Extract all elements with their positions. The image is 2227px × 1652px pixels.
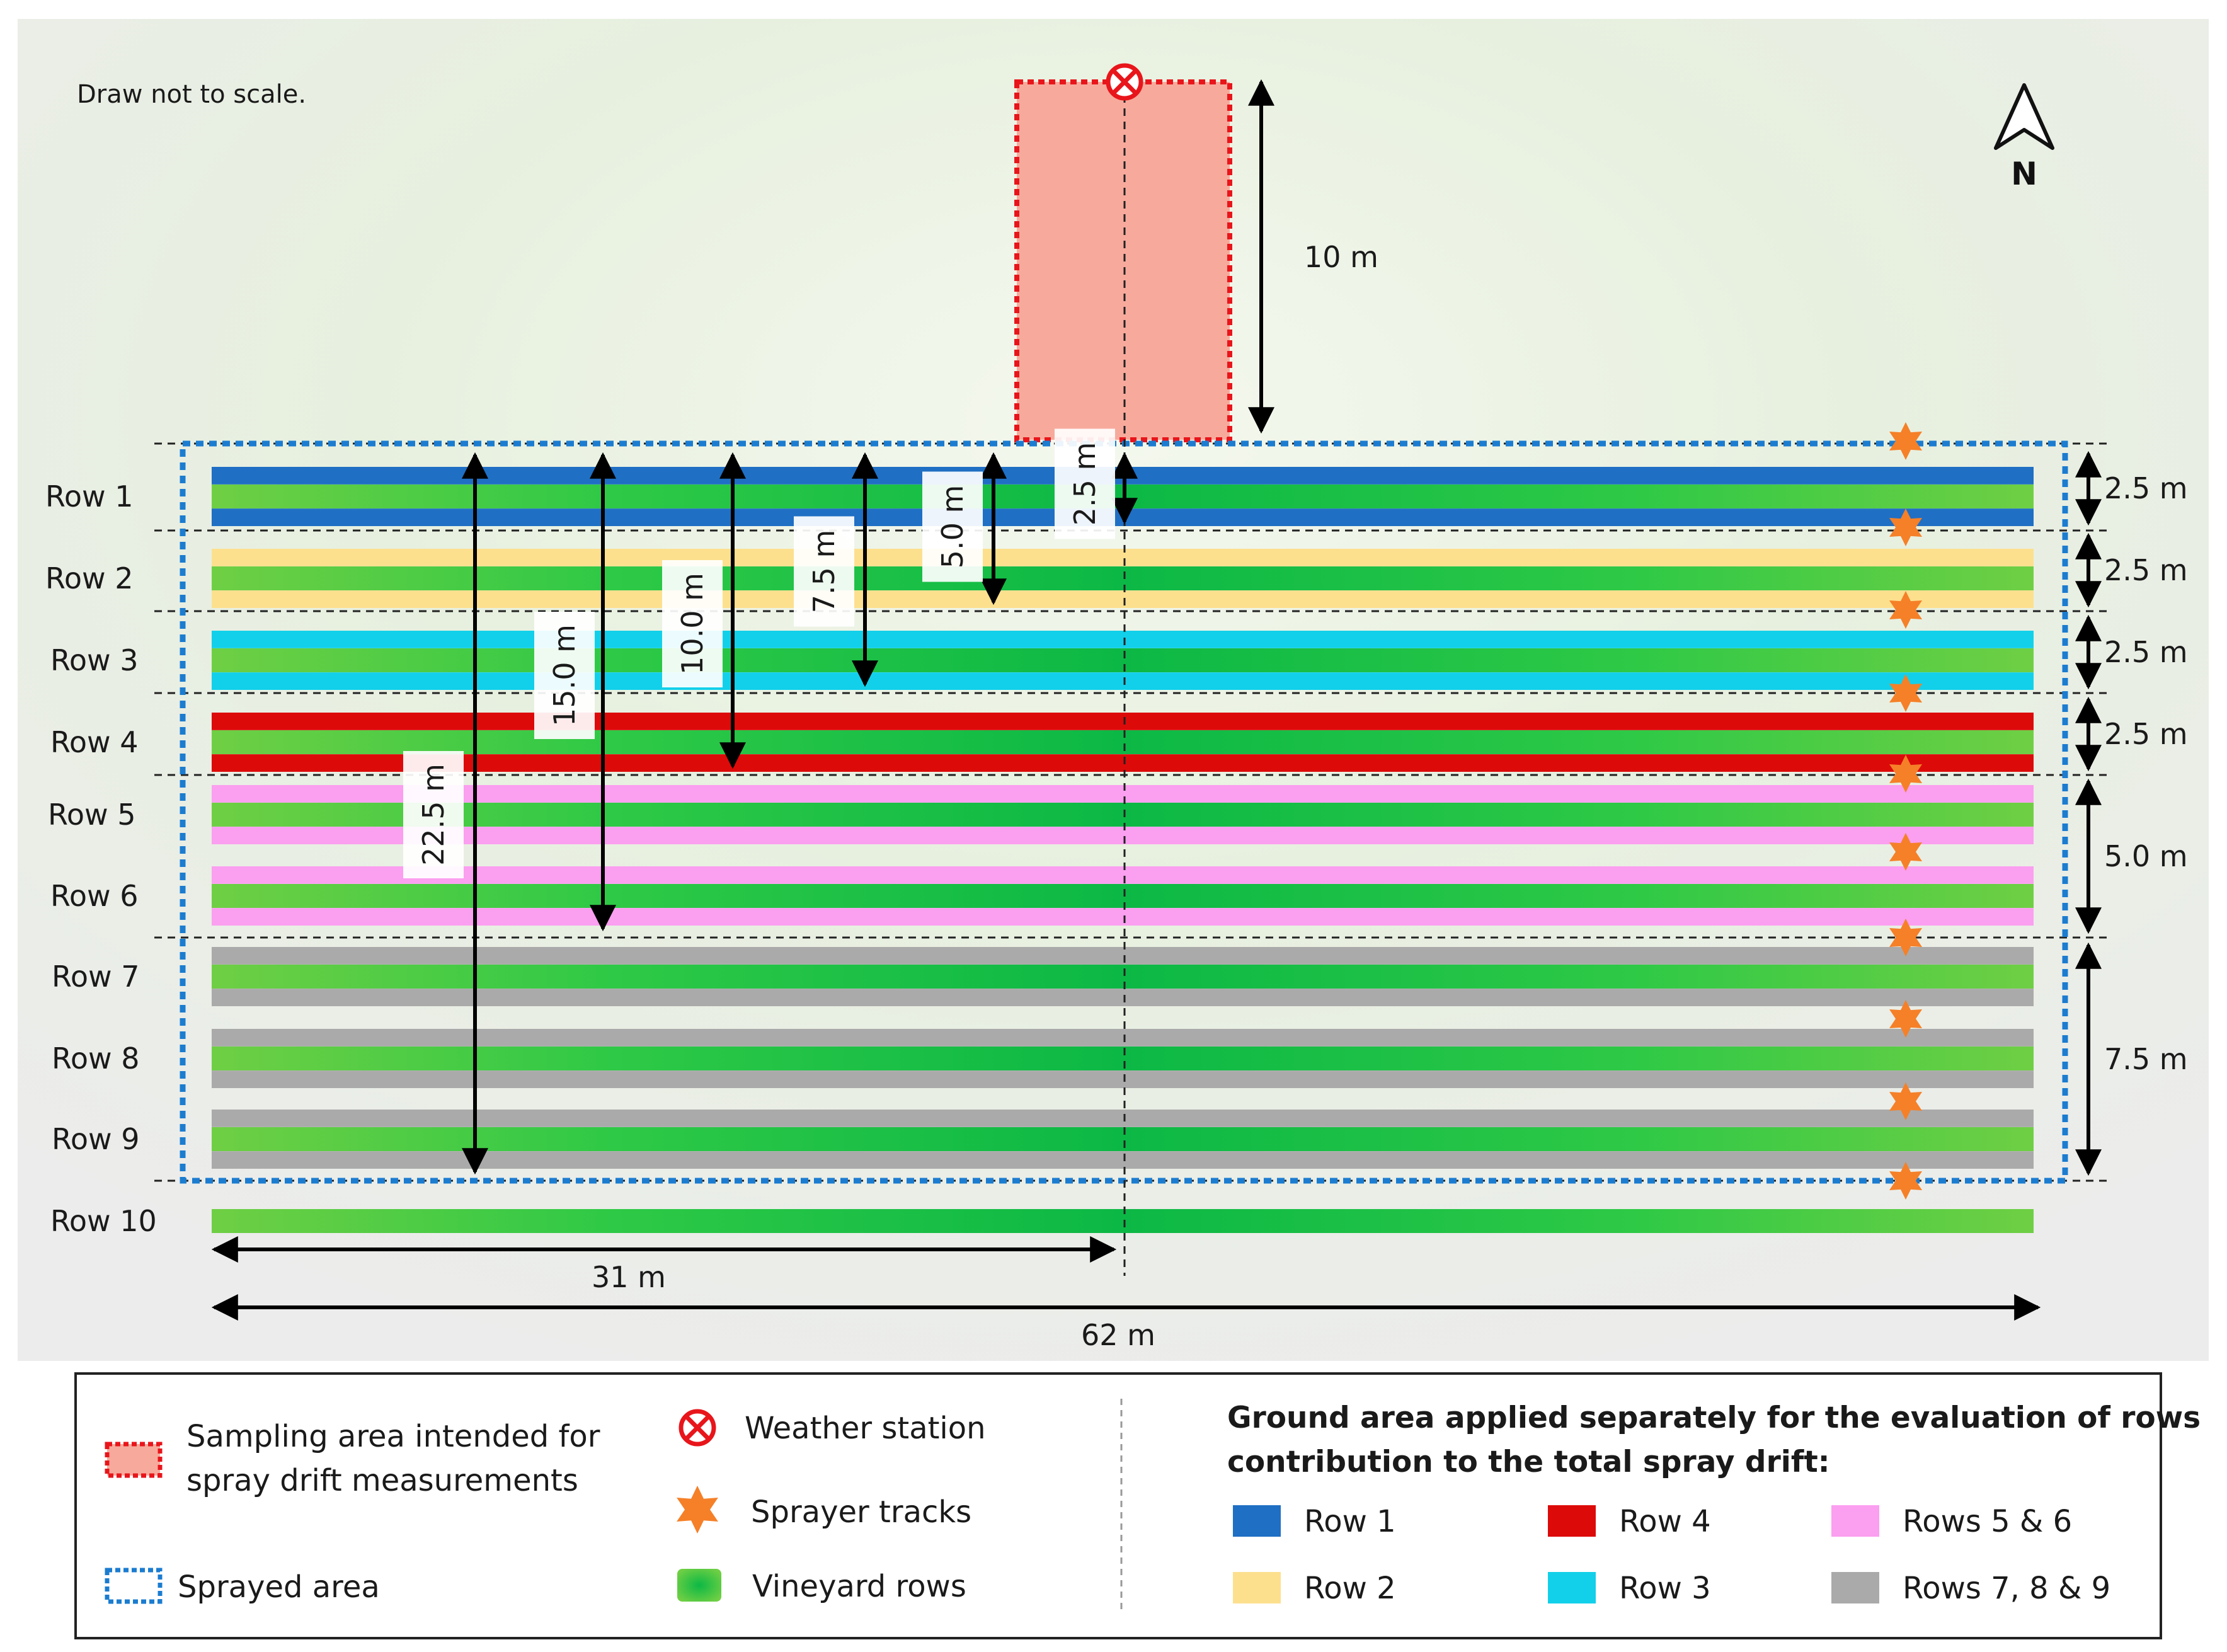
distance-label-box-6 <box>403 751 464 878</box>
legend-tracks-label: Sprayer tracks <box>751 1494 971 1530</box>
legend-sprayed-label: Sprayed area <box>178 1569 380 1605</box>
sampling-length-label: 10 m <box>1304 240 1378 274</box>
right-dimension-label-5: 5.0 m <box>2104 839 2188 873</box>
distance-label-6: 22.5 m <box>403 751 464 878</box>
legend-swatch-5 <box>1548 1572 1596 1603</box>
distance-label-1: 2.5 m <box>1055 428 1115 539</box>
distance-label-text-3: 7.5 m <box>807 530 841 614</box>
legend-weather-label: Weather station <box>745 1411 986 1446</box>
distance-label-text-6: 22.5 m <box>416 764 450 866</box>
legend-swatch-label-1: Row 1 <box>1304 1504 1396 1539</box>
north-label: N <box>2011 156 2037 192</box>
vine-row-2 <box>212 566 2034 590</box>
distance-label-box-2 <box>922 471 983 582</box>
legend-swatch-label-4: Row 2 <box>1304 1571 1396 1606</box>
half-width-label: 31 m <box>592 1260 666 1294</box>
sprayer-track-icon-6 <box>1889 833 1922 871</box>
vine-row-5 <box>212 803 2034 827</box>
row-label-8: Row 8 <box>52 1041 140 1076</box>
right-dimension-label-3: 2.5 m <box>2104 635 2188 669</box>
legend: Sampling area intended for spray drift m… <box>74 1372 2201 1639</box>
right-dimension-label-4: 2.5 m <box>2104 717 2188 751</box>
sprayer-tracks <box>1889 422 1922 1200</box>
legend-swatch-3 <box>1831 1505 1879 1537</box>
sprayer-track-icon-4 <box>1889 674 1922 712</box>
distance-label-text-4: 10.0 m <box>675 573 709 675</box>
legend-swatch-6 <box>1831 1572 1879 1603</box>
distance-label-2: 5.0 m <box>922 471 983 582</box>
row-label-6: Row 6 <box>50 879 139 913</box>
legend-swatch-label-6: Rows 7, 8 & 9 <box>1903 1571 2110 1606</box>
row-label-1: Row 1 <box>45 479 134 513</box>
sampling-area <box>1014 79 1232 442</box>
row-label-5: Row 5 <box>48 798 136 832</box>
legend-sprayer-track-star <box>677 1486 718 1534</box>
legend-sampling-line1: Sampling area intended for <box>186 1419 600 1454</box>
distance-label-3: 7.5 m <box>794 516 854 627</box>
legend-ground-title-line2: contribution to the total spray drift: <box>1227 1445 1830 1479</box>
total-width-label: 62 m <box>1081 1318 1155 1352</box>
distance-label-box-5 <box>534 612 595 739</box>
legend-frame <box>74 1372 2162 1639</box>
legend-swatch-1 <box>1233 1505 1281 1537</box>
distance-label-5: 15.0 m <box>534 612 595 739</box>
sprayer-track-icon-5 <box>1889 755 1922 793</box>
row-label-3: Row 3 <box>50 643 139 677</box>
legend-sampling-swatch <box>105 1442 163 1478</box>
row-label-4: Row 4 <box>50 725 139 759</box>
legend-sampling-line2: spray drift measurements <box>186 1463 578 1498</box>
north-arrow-icon <box>1994 83 2054 150</box>
legend-sprayer-track-icon <box>677 1486 718 1534</box>
vine-row-10 <box>212 1209 2034 1233</box>
sprayer-track-icon-7 <box>1889 919 1922 956</box>
vine-row-8 <box>212 1047 2034 1070</box>
right-dimension-label-2: 2.5 m <box>2104 553 2188 587</box>
legend-swatch-label-2: Row 4 <box>1619 1504 1711 1539</box>
row-labels: Row 1 Row 2 Row 3 Row 4 Row 5 Row 6 Row 7 Row 8… <box>45 479 157 1238</box>
north-arrow: N <box>1994 83 2054 192</box>
distance-label-4: 10.0 m <box>662 560 723 687</box>
distance-label-text-1: 2.5 m <box>1068 442 1102 526</box>
distance-label-box-4 <box>662 560 723 687</box>
legend-sprayed-swatch <box>105 1568 163 1604</box>
vine-row-4 <box>212 730 2034 754</box>
weather-station-icon <box>1106 63 1143 101</box>
distance-label-box-1 <box>1055 428 1115 539</box>
row-label-7: Row 7 <box>52 960 140 994</box>
row-label-9: Row 9 <box>52 1122 140 1156</box>
legend-swatch-2 <box>1548 1505 1596 1537</box>
sprayer-track-icon-1 <box>1889 422 1922 460</box>
legend-swatch-4 <box>1233 1572 1281 1603</box>
distance-label-text-2: 5.0 m <box>936 485 970 569</box>
distance-label-text-5: 15.0 m <box>547 624 581 726</box>
vine-row-7 <box>212 965 2034 989</box>
legend-vineyard-swatch <box>677 1569 721 1602</box>
legend-ground-title-line1: Ground area applied separately for the e… <box>1227 1401 2201 1435</box>
legend-ground-swatches: Row 1 Row 4 Rows 5 & 6 Row 2 Row 3 Rows 7, 8 … <box>1233 1504 2110 1606</box>
row-label-2: Row 2 <box>45 561 134 595</box>
sprayer-track-icon-3 <box>1889 591 1922 629</box>
distance-label-box-3 <box>794 516 854 627</box>
distance-arrows: 2.5 m 5.0 m 7.5 m 10.0 m 15.0 m 22.5 m <box>403 428 1138 1175</box>
vine-row-9 <box>212 1127 2034 1151</box>
right-dimensions: 2.5 m 2.5 m 2.5 m 2.5 m 5.0 m 7.5 m <box>2075 450 2188 1176</box>
sprayer-track-icon-8 <box>1889 1000 1922 1038</box>
sprayer-track-icon-9 <box>1889 1082 1922 1120</box>
right-dimension-label-1: 2.5 m <box>2104 471 2188 505</box>
vine-row-6 <box>212 884 2034 908</box>
legend-swatch-label-3: Rows 5 & 6 <box>1903 1504 2072 1539</box>
right-dimension-label-6: 7.5 m <box>2104 1042 2188 1076</box>
legend-vineyard-label: Vineyard rows <box>752 1569 966 1604</box>
sprayer-track-icon-10 <box>1889 1162 1922 1200</box>
scale-note: Draw not to scale. <box>77 80 306 109</box>
legend-weather-station-icon <box>678 1409 716 1447</box>
legend-swatch-label-5: Row 3 <box>1619 1571 1711 1606</box>
vine-row-3 <box>212 648 2034 672</box>
sprayer-track-icon-2 <box>1889 508 1922 546</box>
row-label-10: Row 10 <box>50 1204 157 1238</box>
